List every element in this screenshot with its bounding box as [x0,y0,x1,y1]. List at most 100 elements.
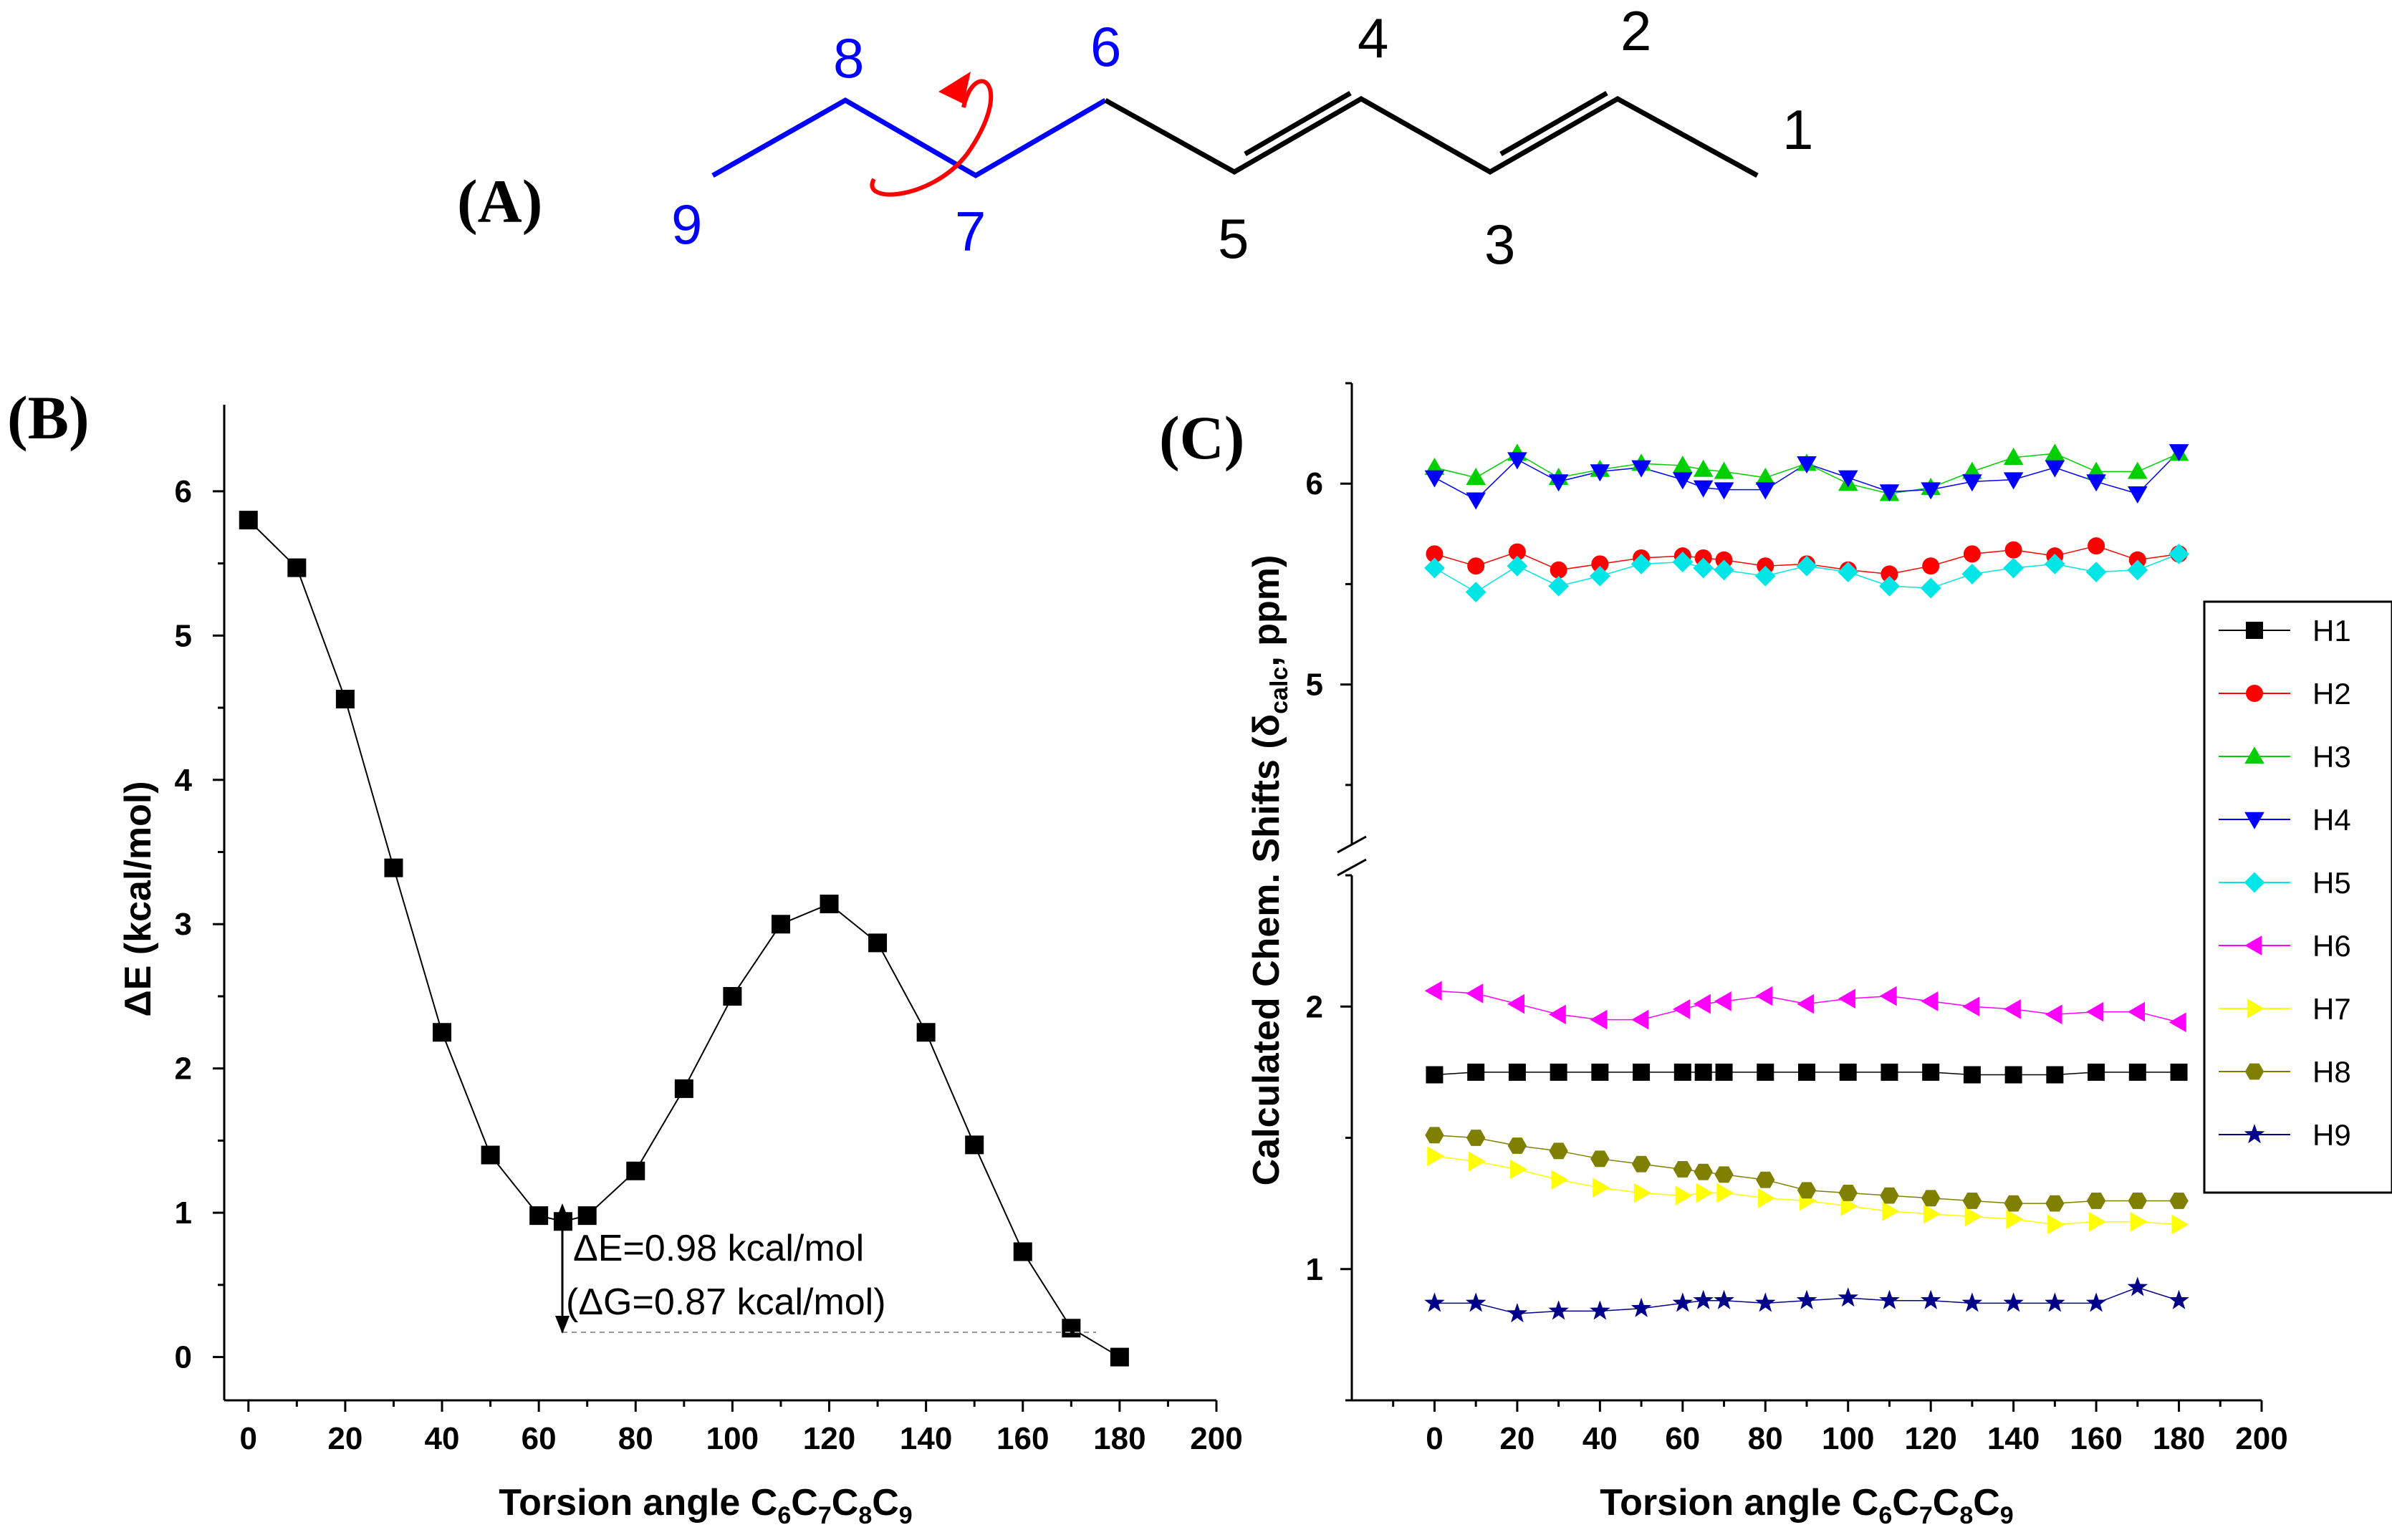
data-point-h5 [2085,562,2107,583]
data-point-h3 [2003,447,2024,465]
x-tick-label: 140 [900,1421,952,1456]
data-point-h1 [1633,1063,1651,1081]
data-point-h6 [2168,1012,2186,1033]
bond-chain-blue [711,97,1107,179]
data-point-h8 [1962,1193,1982,1209]
data-point-h2 [1508,543,1526,561]
data-point-h9 [1755,1292,1776,1312]
data-point-h7 [2047,1214,2065,1235]
y-tick-label: 5 [175,618,192,653]
data-point-h1 [1673,1063,1691,1081]
atom-number-1: 1 [1782,98,1813,161]
data-point-h5 [1961,564,1983,584]
data-point-h5 [1672,552,1694,572]
double-bond-c2-c3 [1499,90,1608,157]
data-point-h1 [1922,1063,1940,1081]
axis-break-mark-2 [1337,858,1367,877]
legend-box [2203,600,2392,1194]
x-tick-label: 120 [1904,1421,1956,1456]
data-point [1013,1242,1032,1261]
x-tick-label: 40 [1582,1421,1618,1456]
data-point-h6 [1466,983,1484,1004]
data-point-h9 [1796,1289,1817,1309]
data-point-h6 [1755,986,1773,1006]
tick-labels-c: 0 20 40 60 80 100 120 140 160 180 200 1 2 5 6 [1306,466,2288,1456]
data-point-h1 [1715,1063,1733,1081]
legend-marker-h4 [2244,812,2264,829]
data-point-h1 [1881,1063,1898,1081]
x-tick-label: 60 [522,1421,557,1456]
data-point-h4 [2086,474,2106,492]
data-point-h1 [2170,1063,2188,1081]
x-tick-label: 180 [1093,1421,1145,1456]
data-point-h5 [1630,553,1652,574]
panel-label-c: (C) [1159,403,1244,472]
x-tick-label: 160 [2070,1421,2122,1456]
data-point-h1 [1591,1063,1609,1081]
atom-number-7: 7 [955,200,986,263]
data-point-h8 [2004,1195,2023,1212]
data-point-h9 [2003,1292,2024,1312]
data-point-h6 [1921,991,1939,1011]
rotation-arrowhead-icon [938,72,971,104]
x-tick-label: 140 [1987,1421,2040,1456]
legend-label-h2: H2 [2312,677,2351,711]
legend-label-h6: H6 [2312,929,2351,963]
data-point [384,858,403,877]
panel-b: (B) 0 20 40 60 80 100 120 140 160 180 200 0 1 2 3 4 5 6 Δ… [7,383,1243,1529]
data-point-h1 [1467,1063,1485,1081]
data-point-h1 [1798,1063,1815,1081]
y-tick-label: 6 [175,474,192,509]
data-point-h4 [1797,456,1817,473]
y-tick-label: 2 [175,1051,192,1087]
data-point-h7 [1923,1203,1941,1224]
data-point-h1 [2046,1066,2064,1084]
y-tick-label: 4 [175,763,193,798]
data-point-h6 [1673,999,1691,1019]
y-tick-label: 1 [1306,1252,1323,1287]
data-point-h5 [1838,562,1859,583]
data-point-h6 [1631,1009,1649,1030]
data-point-h8 [1694,1163,1713,1180]
data-point-h6 [2128,1001,2146,1022]
y-tick-label: 2 [1306,989,1323,1024]
data-point-h7 [2088,1211,2106,1232]
data-point-h1 [1550,1063,1567,1081]
data-point-h8 [1756,1171,1775,1188]
atom-number-4: 4 [1358,6,1388,69]
legend-label-h8: H8 [2312,1055,2351,1089]
data-point-h4 [2168,444,2189,462]
legend-marker-h3 [2244,746,2264,764]
data-point-h6 [2086,1001,2104,1022]
x-tick-label: 20 [327,1421,362,1456]
data-point-h4 [1962,474,1982,492]
data-point-h4 [2045,460,2065,478]
legend-marker-h1 [2246,622,2263,639]
y-axis-title-b: ΔE (kcal/mol) [117,781,159,1016]
data-point-h9 [1920,1289,1941,1309]
data-point-h4 [2003,472,2024,490]
data-point-h7 [2006,1209,2024,1229]
data-point-h7 [2130,1211,2148,1232]
data-point-h8 [2169,1193,2189,1209]
data-point-h5 [1796,555,1817,577]
y-axis-title-c: Calculated Chem. Shifts (δcalc, ppm) [1246,555,1293,1186]
legend-marker-h6 [2244,935,2262,956]
data-point-h2 [1591,555,1609,573]
data-point-h1 [1694,1063,1712,1081]
x-tick-label: 180 [2153,1421,2205,1456]
data-point-h7 [1509,1159,1527,1180]
data-point [771,915,790,934]
data-point-h5 [2003,557,2024,579]
data-point-h4 [1424,470,1445,488]
series-line-h9 [1434,1286,2179,1314]
data-point-h9 [2045,1292,2065,1312]
data-point-h9 [1714,1289,1734,1309]
data-point-h6 [1590,1009,1608,1030]
x-axis-title-b: Torsion angle C6C7C8C9 [499,1482,912,1529]
data-point-h7 [1758,1188,1776,1208]
data-point-h4 [2128,486,2148,504]
data-point-h3 [1693,459,1714,477]
data-point-h6 [1548,1004,1566,1025]
annotation-delta-g: (ΔG=0.87 kcal/mol) [566,1281,886,1323]
